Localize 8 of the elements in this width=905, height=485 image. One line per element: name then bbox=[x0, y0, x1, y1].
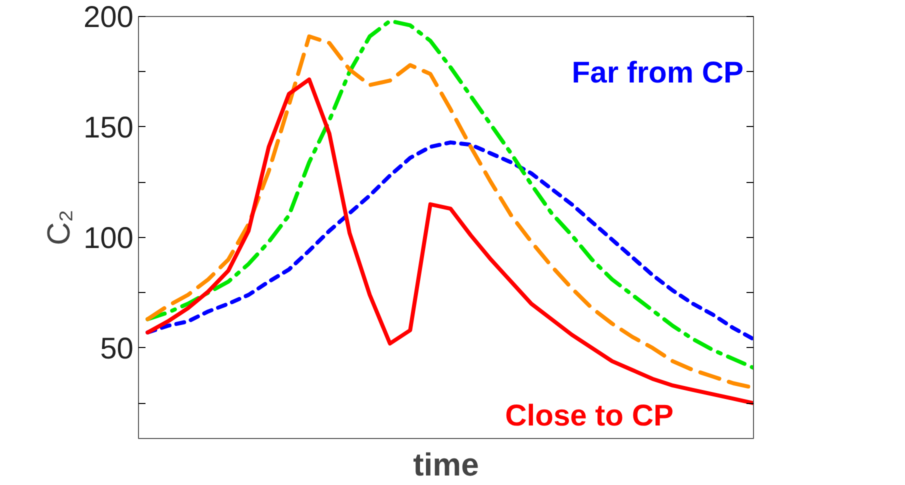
y-tick-label: 100 bbox=[83, 222, 134, 255]
series-label: Close to CP bbox=[505, 400, 674, 432]
x-axis-title: time bbox=[413, 446, 479, 482]
y-tick-label: 50 bbox=[100, 332, 134, 366]
y-tick-label: 150 bbox=[83, 111, 134, 144]
y-tick-label: 200 bbox=[83, 1, 134, 34]
y-axis-title: C₂ bbox=[40, 210, 76, 246]
text: Far from CP bbox=[572, 56, 744, 90]
